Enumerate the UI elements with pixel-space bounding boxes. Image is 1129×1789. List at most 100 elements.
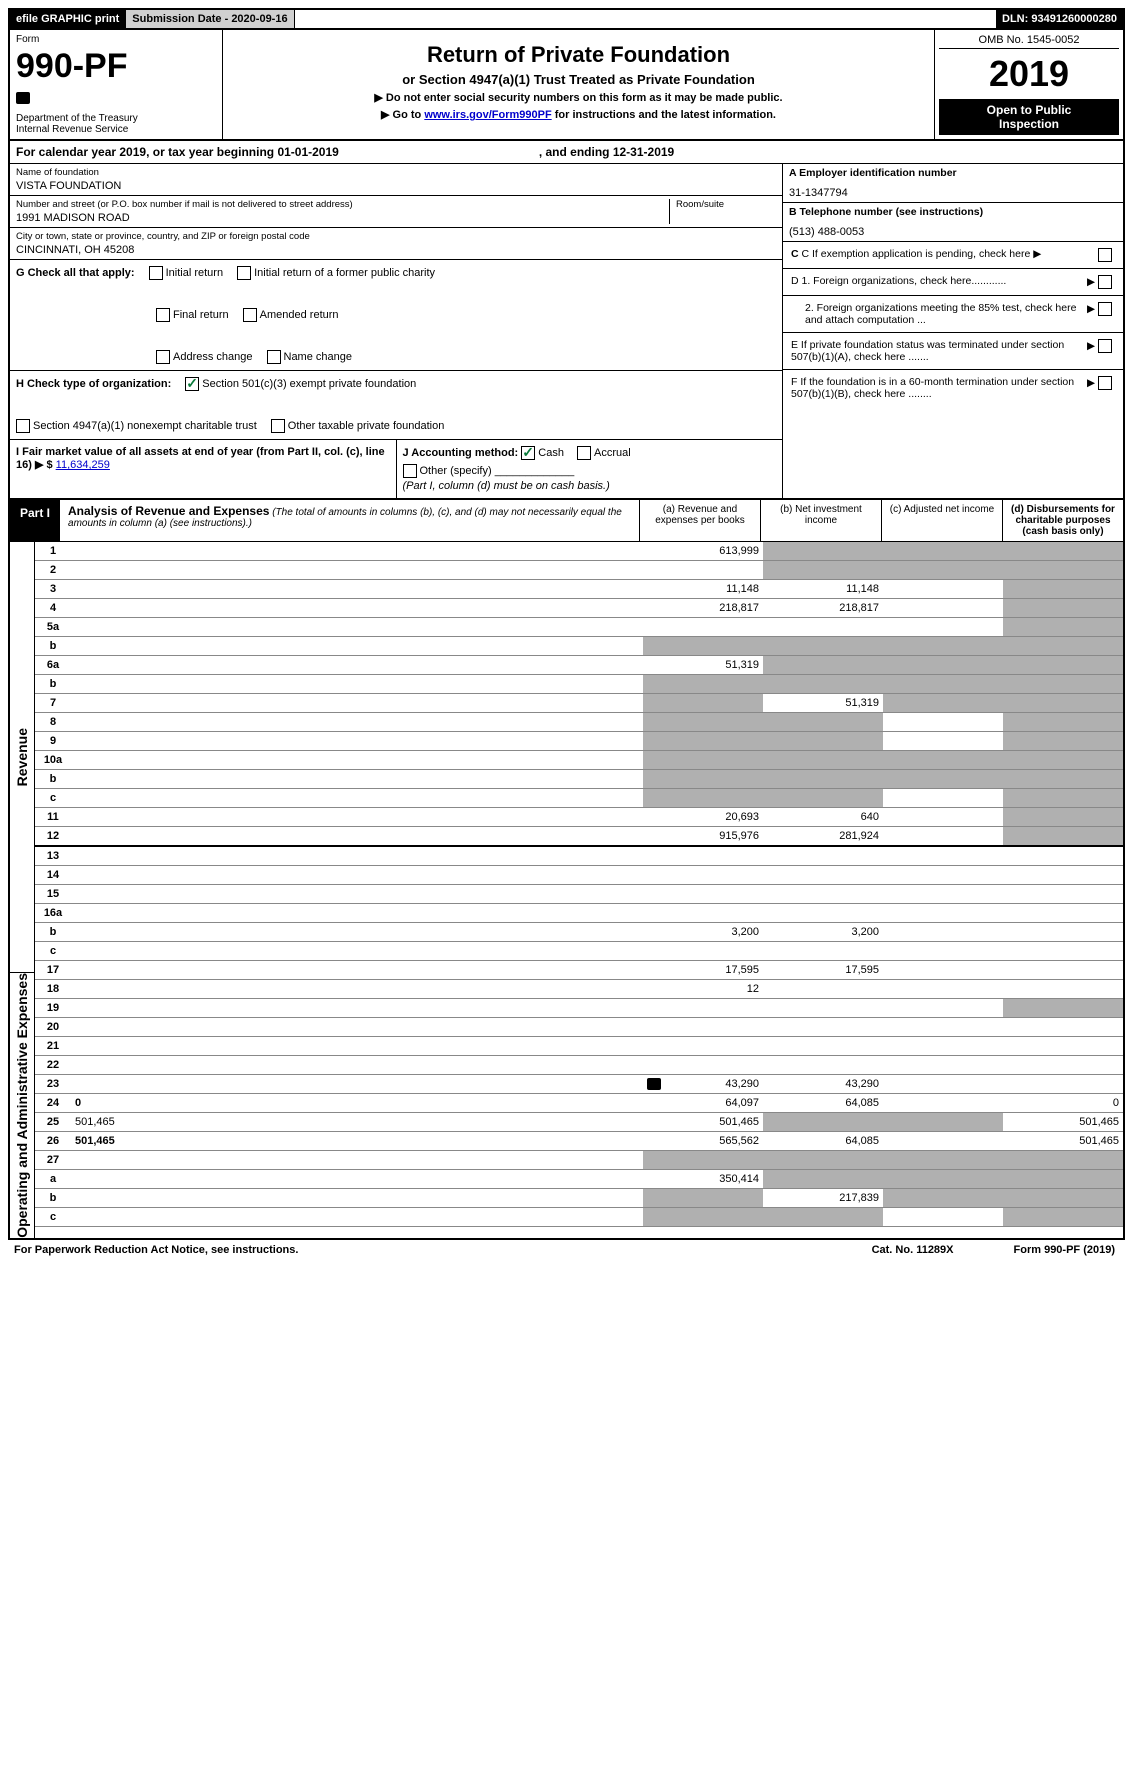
line-description: 501,465 bbox=[71, 1113, 643, 1132]
line-description bbox=[71, 866, 643, 885]
line-description bbox=[71, 618, 643, 637]
amount-col-d bbox=[1003, 885, 1123, 904]
amount-col-a: 11,148 bbox=[643, 580, 763, 599]
amount-col-c bbox=[883, 942, 1003, 961]
amount-col-c bbox=[883, 1132, 1003, 1151]
form-ref: Form 990-PF (2019) bbox=[1014, 1244, 1115, 1256]
amount-col-d bbox=[1003, 1018, 1123, 1037]
line-number: 24 bbox=[35, 1094, 71, 1113]
amount-col-b bbox=[763, 675, 883, 694]
line-description bbox=[71, 1189, 643, 1208]
amount-col-c bbox=[883, 1113, 1003, 1132]
opex-side-label: Operating and Administrative Expenses bbox=[14, 973, 30, 1238]
section-d1: D 1. Foreign organizations, check here..… bbox=[783, 269, 1123, 296]
amount-col-b: 43,290 bbox=[763, 1075, 883, 1094]
line-number: 14 bbox=[35, 866, 71, 885]
line-description bbox=[71, 923, 643, 942]
part1-label: Part I bbox=[10, 500, 60, 541]
amount-col-c bbox=[883, 1189, 1003, 1208]
amount-col-c bbox=[883, 713, 1003, 732]
line-description bbox=[71, 1208, 643, 1227]
amount-col-d bbox=[1003, 1189, 1123, 1208]
table-row: 14 bbox=[35, 866, 1123, 885]
amount-col-b bbox=[763, 637, 883, 656]
checkbox-d2[interactable] bbox=[1098, 302, 1112, 316]
line-number: c bbox=[35, 789, 71, 808]
line-number: 16a bbox=[35, 904, 71, 923]
part1-table: 1613,9992311,14811,1484218,817218,8175ab… bbox=[35, 542, 1123, 1227]
checkbox-name-change[interactable] bbox=[267, 350, 281, 364]
amount-col-d bbox=[1003, 866, 1123, 885]
line-number: 4 bbox=[35, 599, 71, 618]
amount-col-c bbox=[883, 1037, 1003, 1056]
amount-col-b bbox=[763, 1113, 883, 1132]
amount-col-d bbox=[1003, 561, 1123, 580]
amount-col-c bbox=[883, 1018, 1003, 1037]
amount-col-a bbox=[643, 1018, 763, 1037]
checkbox-other-taxable[interactable] bbox=[271, 419, 285, 433]
table-row: b bbox=[35, 637, 1123, 656]
amount-col-c bbox=[883, 561, 1003, 580]
amount-col-a bbox=[643, 999, 763, 1018]
checkbox-initial-return[interactable] bbox=[149, 266, 163, 280]
table-row: 26501,465565,56264,085501,465 bbox=[35, 1132, 1123, 1151]
lines-container: Revenue Operating and Administrative Exp… bbox=[10, 542, 1123, 1238]
line-number: 25 bbox=[35, 1113, 71, 1132]
table-row: 13 bbox=[35, 846, 1123, 866]
amount-col-b bbox=[763, 561, 883, 580]
header-center: Return of Private Foundation or Section … bbox=[223, 30, 934, 139]
table-row: 21 bbox=[35, 1037, 1123, 1056]
checkbox-address-change[interactable] bbox=[156, 350, 170, 364]
line-description bbox=[71, 846, 643, 866]
amount-col-d bbox=[1003, 904, 1123, 923]
col-c-header: (c) Adjusted net income bbox=[881, 500, 1002, 541]
irs-label: Internal Revenue Service bbox=[16, 124, 216, 135]
checkbox-accrual[interactable] bbox=[577, 446, 591, 460]
checkbox-initial-former[interactable] bbox=[237, 266, 251, 280]
amount-col-c bbox=[883, 618, 1003, 637]
amount-col-a bbox=[643, 1208, 763, 1227]
checkbox-d1[interactable] bbox=[1098, 275, 1112, 289]
info-right: A Employer identification number 31-1347… bbox=[782, 164, 1123, 498]
amount-col-d bbox=[1003, 846, 1123, 866]
form-number: 990-PF bbox=[16, 47, 216, 86]
amount-col-b bbox=[763, 942, 883, 961]
amount-col-a: 43,290 bbox=[643, 1075, 763, 1094]
table-row: b bbox=[35, 770, 1123, 789]
amount-col-b bbox=[763, 1056, 883, 1075]
omb-number: OMB No. 1545-0052 bbox=[939, 34, 1119, 49]
amount-col-c bbox=[883, 694, 1003, 713]
amount-col-b bbox=[763, 1151, 883, 1170]
checkbox-4947[interactable] bbox=[16, 419, 30, 433]
amount-col-c bbox=[883, 1094, 1003, 1113]
checkbox-501c3[interactable] bbox=[185, 377, 199, 391]
amount-col-b: 281,924 bbox=[763, 827, 883, 847]
amount-col-a bbox=[643, 1037, 763, 1056]
amount-col-b: 64,085 bbox=[763, 1132, 883, 1151]
checkbox-cash[interactable] bbox=[521, 446, 535, 460]
amount-col-a: 20,693 bbox=[643, 808, 763, 827]
irs-link[interactable]: www.irs.gov/Form990PF bbox=[424, 109, 551, 121]
section-e: E If private foundation status was termi… bbox=[783, 333, 1123, 370]
amount-col-c bbox=[883, 1208, 1003, 1227]
amount-col-a bbox=[643, 942, 763, 961]
checkbox-amended[interactable] bbox=[243, 308, 257, 322]
line-description bbox=[71, 942, 643, 961]
catalog-number: Cat. No. 11289X bbox=[872, 1244, 954, 1256]
checkbox-c[interactable] bbox=[1098, 248, 1112, 262]
amount-col-d: 501,465 bbox=[1003, 1132, 1123, 1151]
amount-col-b: 218,817 bbox=[763, 599, 883, 618]
section-d2: 2. Foreign organizations meeting the 85%… bbox=[783, 296, 1123, 333]
checkbox-e[interactable] bbox=[1098, 339, 1112, 353]
checkbox-f[interactable] bbox=[1098, 376, 1112, 390]
amount-col-a: 12 bbox=[643, 980, 763, 999]
amount-col-b bbox=[763, 980, 883, 999]
line-number: 22 bbox=[35, 1056, 71, 1075]
amount-col-d bbox=[1003, 789, 1123, 808]
checkbox-final-return[interactable] bbox=[156, 308, 170, 322]
line-description bbox=[71, 599, 643, 618]
line-number: 6a bbox=[35, 656, 71, 675]
checkbox-other-method[interactable] bbox=[403, 464, 417, 478]
amount-col-a: 64,097 bbox=[643, 1094, 763, 1113]
line-description bbox=[71, 637, 643, 656]
